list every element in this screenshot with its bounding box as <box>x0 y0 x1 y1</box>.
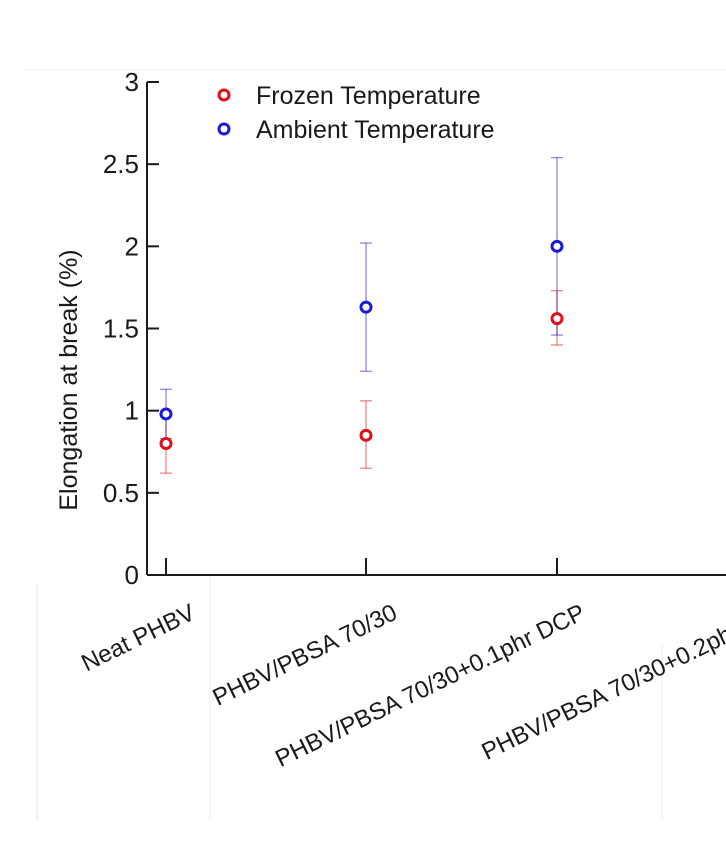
y-tick-label-5: 2.5 <box>103 149 139 179</box>
y-axis-label: Elongation at break (%) <box>55 249 83 510</box>
legend-marker-ambient <box>217 122 231 136</box>
ambient-point-1 <box>359 300 373 314</box>
y-tick-label-6: 3 <box>125 67 139 97</box>
frozen-point-1 <box>359 428 373 442</box>
y-tick-label-2: 1 <box>125 396 139 426</box>
x-axis-ticks-group <box>165 558 558 575</box>
y-axis-ticks-group: 0 0.5 1 1.5 2 2.5 3 <box>103 67 159 590</box>
series-group <box>159 156 564 474</box>
y-tick-label-3: 1.5 <box>103 314 139 344</box>
frozen-point-0 <box>159 437 173 451</box>
ambient-point-2 <box>550 239 564 253</box>
y-tick-label-1: 0.5 <box>103 478 139 508</box>
frozen-point-2 <box>550 312 564 326</box>
y-tick-label-0: 0 <box>125 560 139 590</box>
legend-label-frozen: Frozen Temperature <box>256 82 481 110</box>
axes-group <box>146 82 726 576</box>
ambient-point-0 <box>159 407 173 421</box>
legend-marker-frozen <box>217 88 231 102</box>
x-category-label-1: PHBV/PBSA 70/30 <box>208 599 401 712</box>
legend: Frozen Temperature Ambient Temperature <box>217 82 495 144</box>
x-category-label-2: PHBV/PBSA 70/30+0.1phr DCP <box>271 599 589 773</box>
legend-label-ambient: Ambient Temperature <box>256 116 495 144</box>
y-tick-label-4: 2 <box>125 231 139 261</box>
x-category-label-3: PHBV/PBSA 70/30+0.2phr DC <box>478 599 726 766</box>
x-category-label-0: Neat PHBV <box>77 599 199 677</box>
